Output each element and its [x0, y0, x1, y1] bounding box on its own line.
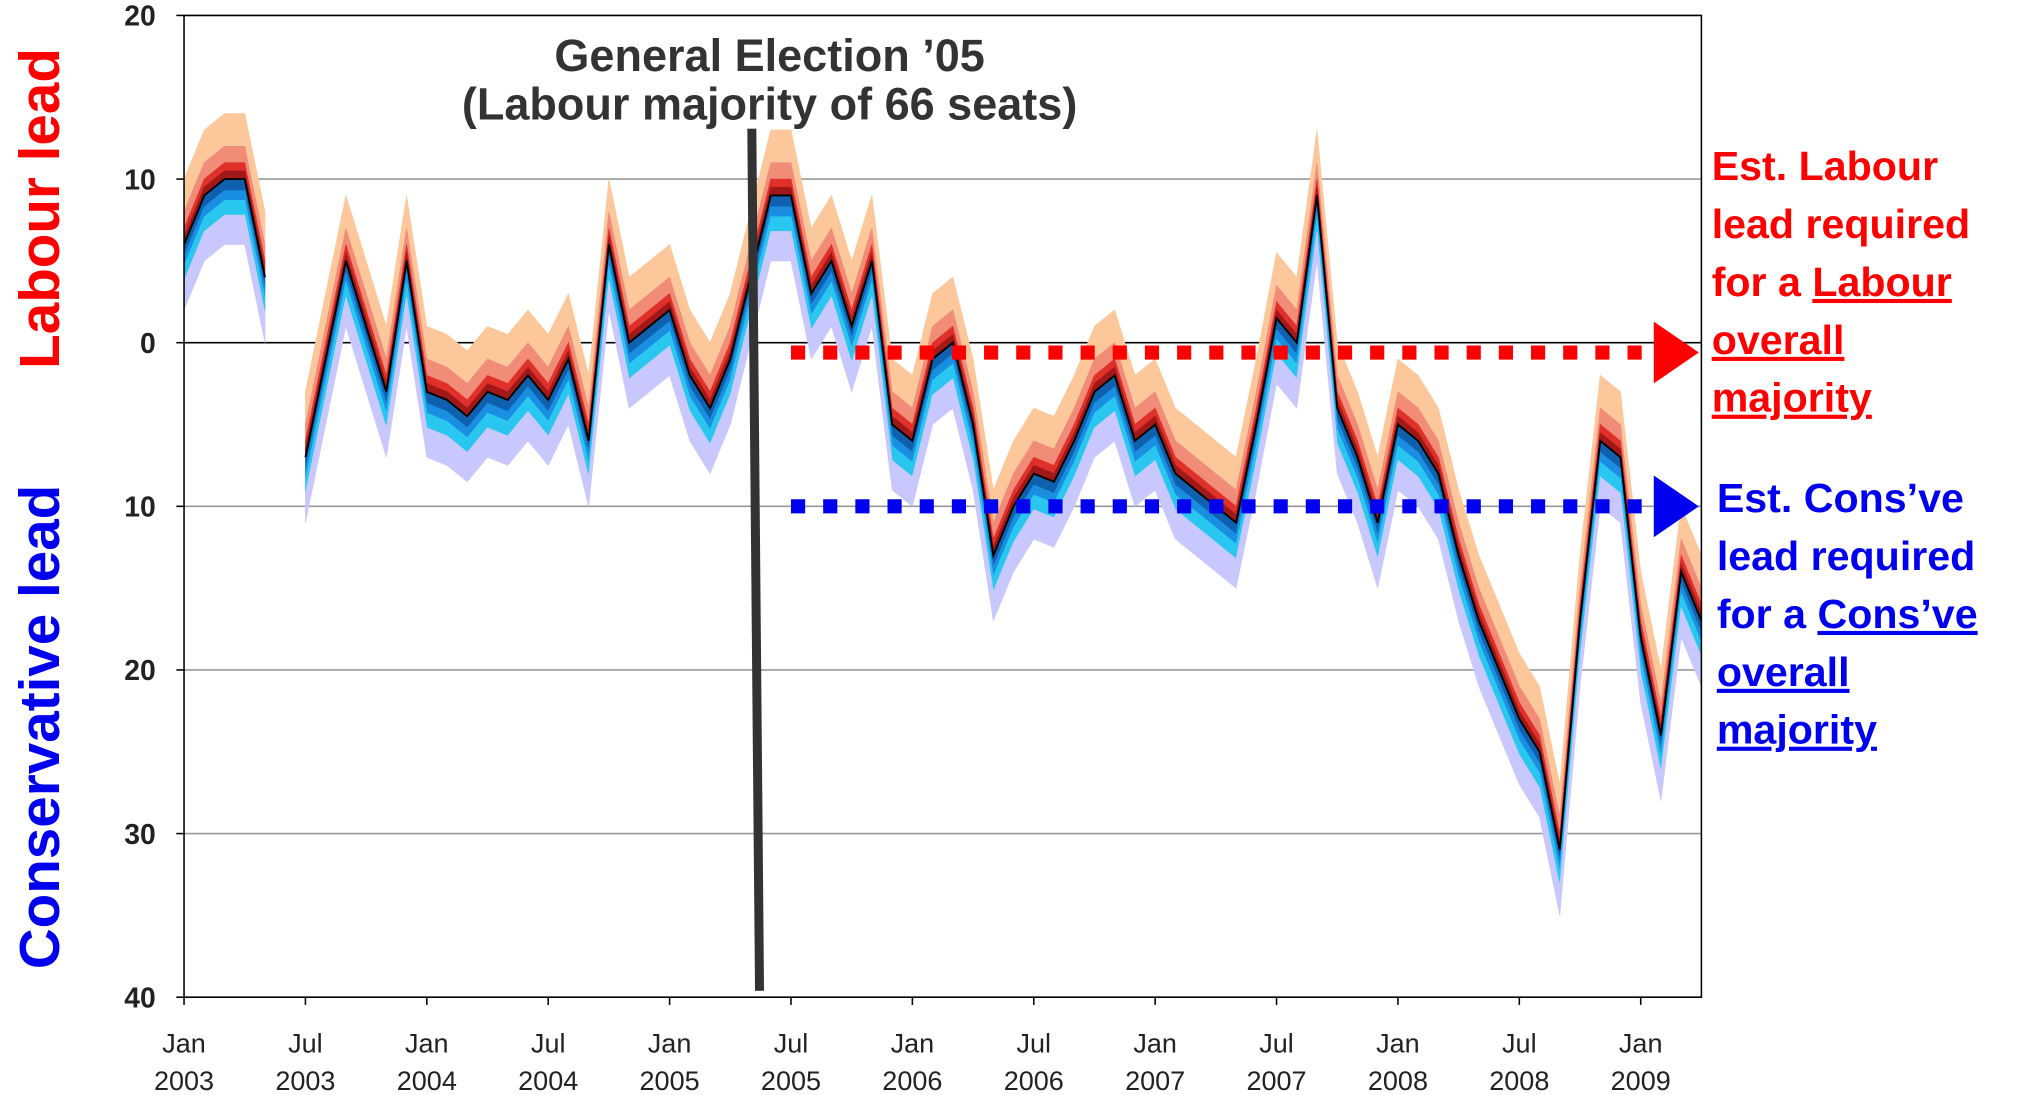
x-tick-year: 2007	[1125, 1066, 1185, 1095]
x-tick-year: 2006	[882, 1066, 942, 1095]
x-tick-year: 2005	[761, 1066, 821, 1095]
y-tick-label: 10	[124, 491, 155, 523]
annotation: General Election ’05	[554, 30, 984, 81]
fan-band	[305, 162, 1702, 834]
ref-label-part: majority	[1717, 707, 1877, 753]
x-tick-month: Jan	[891, 1029, 935, 1059]
x-tick-month: Jul	[1259, 1029, 1294, 1059]
ref-label-part: lead required	[1717, 533, 1975, 579]
y-axis-label: Labour lead	[8, 48, 71, 369]
x-tick-month: Jan	[1619, 1029, 1663, 1059]
x-tick-year: 2004	[518, 1066, 578, 1095]
x-tick-month: Jan	[162, 1029, 206, 1059]
ref-label: for a Cons’ve	[1717, 591, 1978, 637]
x-tick-year: 2003	[154, 1066, 214, 1095]
ref-label: lead required	[1712, 201, 1970, 247]
ref-arrow	[1653, 321, 1699, 384]
x-tick-month: Jul	[774, 1029, 809, 1059]
plot-area	[184, 113, 1702, 916]
ref-label: overall	[1712, 317, 1845, 363]
y-tick-label: 10	[124, 163, 155, 195]
y-axis-label: Conservative lead	[8, 485, 71, 970]
ref-label: lead required	[1717, 533, 1975, 579]
x-tick-year: 2005	[640, 1066, 700, 1095]
annotation: (Labour majority of 66 seats)	[462, 79, 1077, 130]
x-tick-month: Jul	[1502, 1029, 1537, 1059]
y-tick-label: 20	[124, 654, 155, 686]
ref-label: Est. Cons’ve	[1717, 475, 1964, 521]
ref-label: Est. Labour	[1712, 143, 1938, 189]
ref-label-part: Est. Cons’ve	[1717, 475, 1964, 521]
ref-label-part: for a	[1712, 259, 1813, 305]
ref-label-part: Cons’ve	[1817, 591, 1977, 637]
fan-band	[184, 214, 266, 343]
fan-band	[305, 216, 1702, 887]
x-tick-month: Jan	[648, 1029, 692, 1059]
x-tick-year: 2008	[1368, 1066, 1428, 1095]
y-tick-label: 20	[124, 0, 155, 32]
x-tick-year: 2006	[1004, 1066, 1064, 1095]
ref-label-part: Labour	[1812, 259, 1951, 305]
x-tick-year: 2008	[1489, 1066, 1549, 1095]
x-tick-month: Jul	[288, 1029, 323, 1059]
x-tick-year: 2003	[275, 1066, 335, 1095]
center-line	[184, 178, 266, 278]
y-tick-label: 0	[140, 327, 156, 359]
y-tick-label: 30	[124, 818, 155, 850]
x-tick-year: 2004	[397, 1066, 457, 1095]
ref-label-part: overall	[1712, 317, 1845, 363]
ref-label: overall	[1717, 649, 1850, 695]
plot-frame	[183, 14, 1703, 998]
ref-label: for a Labour	[1712, 259, 1952, 305]
x-tick-year: 2007	[1246, 1066, 1306, 1095]
ref-label-part: lead required	[1712, 201, 1970, 247]
ref-label-part: Est. Labour	[1712, 143, 1938, 189]
election-line	[747, 128, 765, 991]
x-tick-month: Jan	[1133, 1029, 1177, 1059]
ref-label: majority	[1717, 707, 1877, 753]
x-tick-month: Jan	[405, 1029, 449, 1059]
y-tick-label: 40	[124, 982, 155, 1014]
ref-label: majority	[1712, 375, 1872, 421]
ref-label-part: for a	[1717, 591, 1818, 637]
x-tick-year: 2009	[1611, 1066, 1671, 1095]
ref-label-part: majority	[1712, 375, 1872, 421]
ref-label-part: overall	[1717, 649, 1850, 695]
center-line	[304, 194, 1702, 851]
ref-arrow	[1653, 475, 1699, 538]
x-tick-month: Jan	[1376, 1029, 1420, 1059]
x-tick-month: Jul	[1016, 1029, 1051, 1059]
x-tick-month: Jul	[531, 1029, 566, 1059]
